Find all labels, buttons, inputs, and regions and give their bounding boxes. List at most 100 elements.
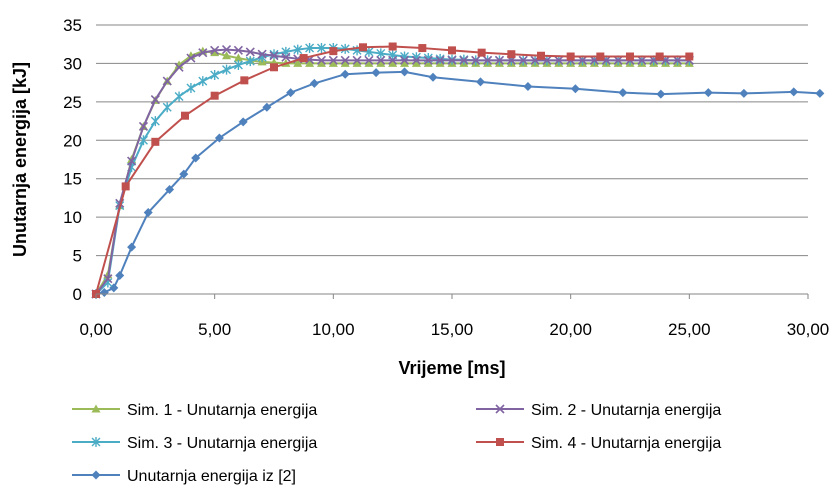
legend-item-5: Unutarnja energija iz [2]: [72, 468, 296, 485]
data-point: [150, 116, 160, 127]
data-point: [238, 117, 248, 127]
data-point: [596, 52, 605, 61]
y-tick-label: 35: [63, 16, 82, 35]
data-point: [613, 55, 623, 65]
data-point: [618, 88, 628, 98]
legend-marker: [91, 404, 101, 413]
data-point: [388, 58, 398, 67]
y-tick-label: 30: [63, 54, 82, 73]
series-layer: [91, 42, 825, 299]
data-point: [138, 135, 148, 146]
data-point: [459, 55, 469, 65]
x-tick-label: 25,00: [668, 320, 711, 339]
data-point: [554, 55, 564, 65]
data-point: [186, 53, 196, 63]
data-point: [245, 47, 255, 57]
data-point: [151, 137, 160, 146]
data-point: [150, 94, 160, 105]
data-point: [448, 46, 456, 55]
data-point: [352, 58, 362, 67]
data-point: [127, 156, 137, 166]
data-point: [475, 77, 485, 87]
data-point: [815, 88, 825, 98]
data-point: [703, 88, 713, 98]
data-point: [99, 287, 109, 297]
legend-item-3: Sim. 3 - Unutarnja energija: [72, 435, 317, 452]
x-axis-title: Vrijeme [ms]: [398, 358, 505, 378]
data-point: [411, 58, 421, 67]
data-point: [293, 44, 303, 55]
legend-label: Sim. 4 - Unutarnja energija: [531, 435, 721, 452]
data-point: [293, 58, 303, 67]
data-point: [400, 67, 410, 77]
data-point: [577, 55, 588, 65]
y-tick-label: 25: [63, 93, 82, 112]
data-point: [162, 76, 172, 86]
data-point: [423, 55, 433, 65]
data-point: [626, 52, 634, 61]
data-point: [371, 68, 381, 78]
data-point: [210, 45, 220, 55]
data-point: [523, 81, 533, 91]
data-point: [174, 62, 184, 72]
x-tick-label: 30,00: [787, 320, 830, 339]
y-tick-label: 10: [63, 208, 82, 227]
y-axis-ticks: 0 5 10 15 20 25 30 35: [63, 16, 82, 304]
data-point: [305, 58, 315, 67]
data-point: [115, 271, 125, 281]
data-point: [507, 50, 516, 59]
data-point: [191, 153, 201, 163]
data-point: [222, 51, 232, 60]
legend-marker: [495, 404, 505, 414]
data-point: [299, 54, 308, 63]
data-point: [281, 52, 291, 62]
data-point: [340, 69, 350, 79]
data-point: [656, 89, 666, 99]
data-point: [214, 133, 224, 143]
data-point: [359, 43, 367, 52]
y-tick-label: 15: [63, 170, 82, 189]
data-point: [329, 47, 338, 56]
data-point: [494, 55, 505, 65]
data-point: [198, 48, 208, 58]
data-point: [672, 55, 683, 65]
data-point: [316, 43, 326, 54]
data-point: [471, 55, 481, 65]
data-point: [411, 55, 421, 65]
data-point: [364, 55, 374, 65]
x-tick-label: 10,00: [312, 320, 355, 339]
data-point: [269, 51, 279, 61]
data-point: [789, 87, 799, 97]
data-point: [570, 84, 580, 94]
data-point: [399, 55, 410, 65]
legend-marker: [91, 437, 101, 447]
data-point: [388, 42, 397, 51]
data-point: [162, 102, 172, 113]
data-point: [655, 52, 664, 61]
data-point: [286, 88, 296, 98]
data-point: [210, 48, 220, 57]
data-point: [233, 59, 243, 70]
y-tick-label: 0: [73, 285, 82, 304]
data-point: [198, 76, 208, 87]
data-point: [518, 55, 528, 65]
data-point: [477, 48, 486, 57]
data-point: [340, 55, 350, 65]
legend-label: Sim. 2 - Unutarnja energija: [531, 402, 721, 419]
data-point: [418, 44, 427, 53]
x-tick-label: 5,00: [198, 320, 231, 339]
data-point: [181, 111, 189, 120]
data-point: [257, 49, 267, 59]
data-point: [316, 58, 326, 67]
legend-marker: [91, 470, 101, 480]
data-point: [174, 91, 184, 102]
data-point: [328, 58, 338, 67]
data-point: [309, 78, 319, 88]
data-point: [121, 182, 130, 191]
x-tick-label: 15,00: [431, 320, 474, 339]
series-2: [91, 45, 694, 299]
data-point: [428, 72, 438, 82]
data-point: [637, 55, 647, 65]
data-point: [103, 274, 113, 284]
